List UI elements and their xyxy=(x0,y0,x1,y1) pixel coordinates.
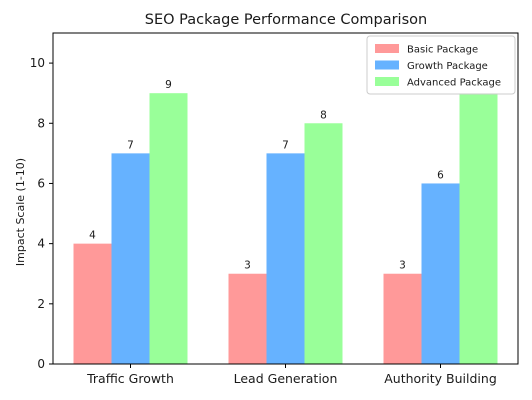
data-label: 3 xyxy=(399,260,406,272)
data-label: 6 xyxy=(437,169,444,181)
y-tick-label: 4 xyxy=(37,237,45,251)
y-tick-label: 2 xyxy=(37,297,45,311)
bar-growth-package-0 xyxy=(111,153,150,364)
bar-advanced-package-2 xyxy=(459,93,498,364)
legend-box xyxy=(366,35,516,95)
y-tick-label: 10 xyxy=(30,56,45,70)
bar-basic-package-1 xyxy=(228,273,267,364)
y-tick-label: 8 xyxy=(37,116,45,130)
legend-label: Advanced Package xyxy=(407,78,501,89)
chart-title: SEO Package Performance Comparison xyxy=(145,12,427,28)
legend-swatch xyxy=(375,77,399,86)
y-tick-label: 0 xyxy=(37,357,45,371)
x-tick-label: Lead Generation xyxy=(234,371,338,386)
bar-advanced-package-1 xyxy=(304,123,343,364)
bar-basic-package-0 xyxy=(73,243,112,364)
y-tick-label: 6 xyxy=(37,176,45,190)
data-label: 3 xyxy=(244,260,251,272)
data-label: 9 xyxy=(165,79,172,91)
bar-basic-package-2 xyxy=(383,273,422,364)
data-label: 7 xyxy=(282,139,289,151)
legend: Basic Package Growth Package Advanced Pack… xyxy=(366,35,516,95)
legend-label: Growth Package xyxy=(407,61,488,72)
data-label: 4 xyxy=(89,230,96,242)
data-label: 7 xyxy=(127,139,134,151)
legend-label: Basic Package xyxy=(407,45,478,56)
data-label: 8 xyxy=(320,109,327,121)
bar-advanced-package-0 xyxy=(149,93,188,364)
y-axis-label: Impact Scale (1-10) xyxy=(14,158,27,266)
x-tick-label: Authority Building xyxy=(384,371,497,386)
bar-growth-package-1 xyxy=(266,153,305,364)
bar-growth-package-2 xyxy=(421,183,460,364)
x-tick-label: Traffic Growth xyxy=(86,371,174,386)
legend-swatch xyxy=(375,60,399,70)
plot-area: 4 3 3 7 7 6 9 8 0 2 4 6 8 10 Traffic Growth Lead Genera… xyxy=(30,32,519,386)
legend-swatch xyxy=(375,44,399,53)
